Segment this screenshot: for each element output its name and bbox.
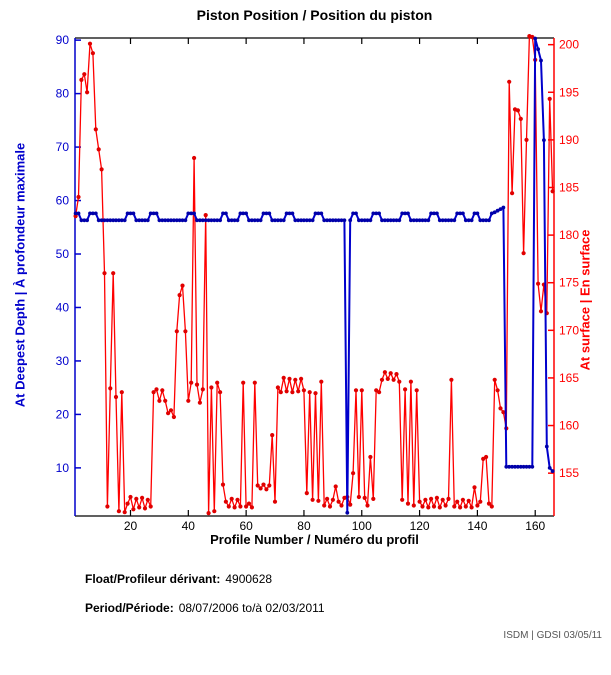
- svg-text:30: 30: [56, 354, 70, 368]
- svg-text:180: 180: [559, 228, 579, 242]
- svg-text:90: 90: [56, 33, 70, 47]
- svg-text:10: 10: [56, 461, 70, 475]
- svg-text:80: 80: [297, 519, 311, 533]
- svg-text:50: 50: [56, 247, 70, 261]
- svg-text:70: 70: [56, 140, 70, 154]
- svg-text:160: 160: [525, 519, 545, 533]
- period-line: Period/Période: 08/07/2006 to/à 02/03/201…: [85, 601, 325, 615]
- svg-text:170: 170: [559, 323, 579, 337]
- x-axis-label: Profile Number / Numéro du profil: [210, 532, 419, 547]
- svg-text:100: 100: [352, 519, 372, 533]
- svg-text:60: 60: [239, 519, 253, 533]
- svg-text:155: 155: [559, 466, 579, 480]
- svg-text:165: 165: [559, 371, 579, 385]
- float-value: 4900628: [225, 572, 273, 586]
- period-label: Period/Période:: [85, 601, 174, 615]
- svg-text:20: 20: [124, 519, 138, 533]
- svg-text:20: 20: [56, 407, 70, 421]
- period-value: 08/07/2006 to/à 02/03/2011: [178, 601, 325, 615]
- float-label: Float/Profileur dérivant:: [85, 572, 221, 586]
- svg-text:200: 200: [559, 38, 579, 52]
- chart-title: Piston Position / Position du piston: [196, 7, 433, 23]
- svg-text:190: 190: [559, 133, 579, 147]
- svg-text:160: 160: [559, 419, 579, 433]
- svg-text:40: 40: [182, 519, 196, 533]
- svg-text:185: 185: [559, 180, 579, 194]
- svg-text:60: 60: [56, 194, 70, 208]
- svg-text:195: 195: [559, 85, 579, 99]
- svg-text:175: 175: [559, 276, 579, 290]
- svg-text:120: 120: [410, 519, 430, 533]
- svg-text:80: 80: [56, 87, 70, 101]
- credit-stamp: ISDM | GDSI 03/05/11: [503, 630, 602, 641]
- float-id-line: Float/Profileur dérivant: 4900628: [85, 572, 272, 586]
- svg-text:140: 140: [467, 519, 487, 533]
- svg-text:40: 40: [56, 300, 70, 314]
